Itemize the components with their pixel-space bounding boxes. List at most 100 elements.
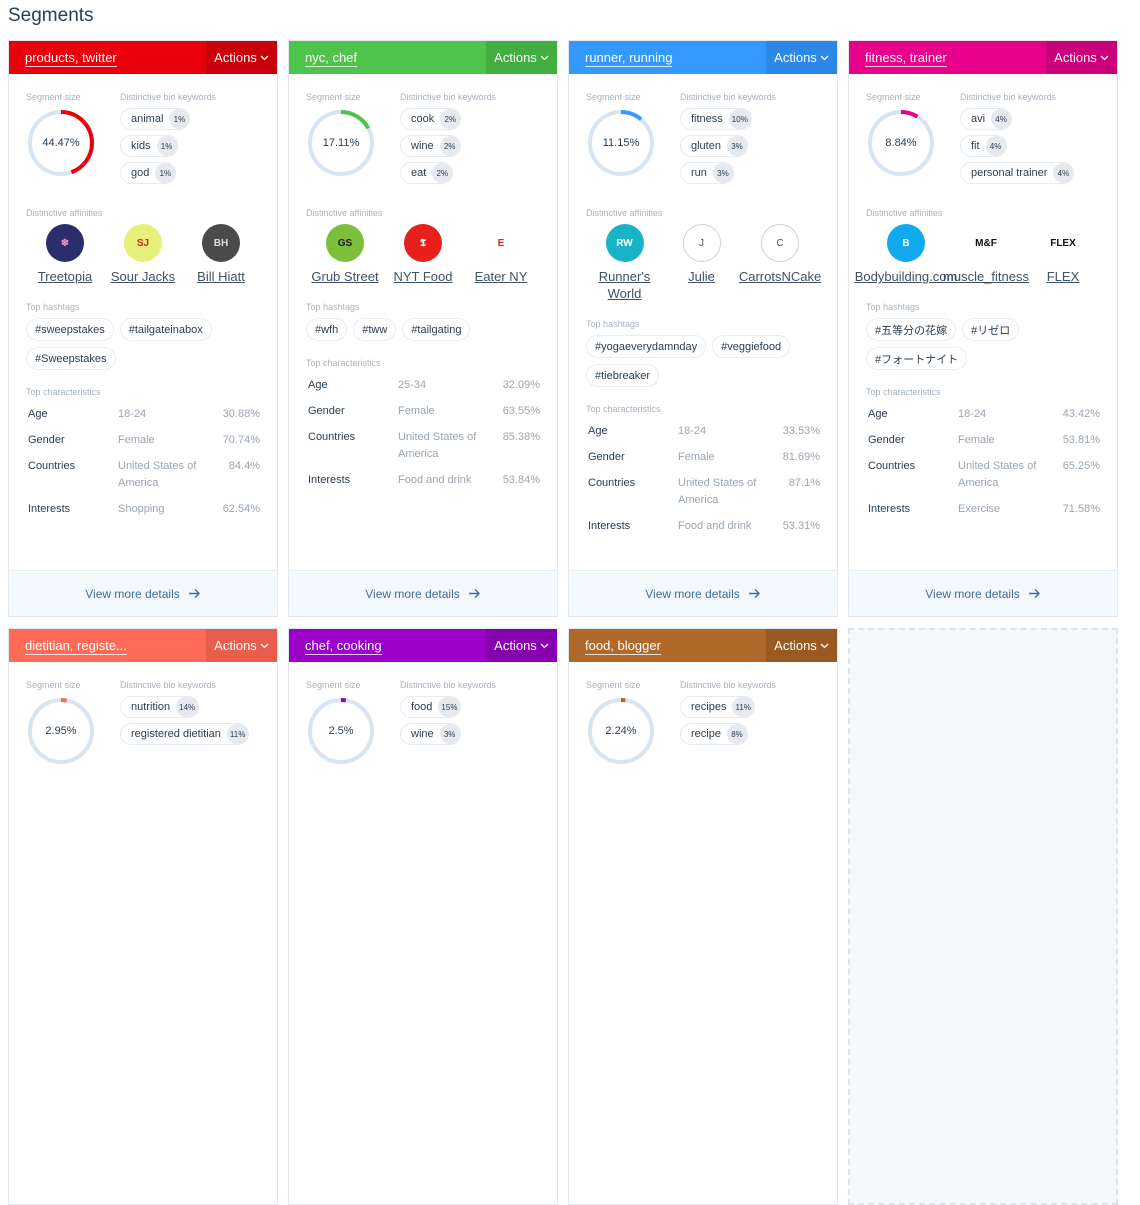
hashtag-pill[interactable]: #tailgating bbox=[402, 318, 471, 341]
arrow-right-icon bbox=[748, 589, 760, 598]
keyword-pill[interactable]: gluten 3% bbox=[680, 135, 748, 157]
hashtag-pill[interactable]: #tailgateinabox bbox=[119, 318, 212, 341]
affinity-item[interactable]: BH Bill Hiatt bbox=[182, 224, 260, 285]
affinity-item[interactable]: M&F muscle_fitness bbox=[943, 224, 1029, 285]
keyword-pill[interactable]: avi 4% bbox=[960, 108, 1013, 130]
segment-title-link[interactable]: runner, running bbox=[585, 50, 673, 67]
affinity-item[interactable]: C CarrotsNCake bbox=[738, 224, 822, 302]
donut-arc bbox=[28, 110, 94, 176]
keyword-pill[interactable]: recipes 11% bbox=[680, 696, 755, 718]
segment-card: food, blogger Actions Segment size 2.24%… bbox=[568, 628, 838, 1205]
keyword-pill[interactable]: kids 1% bbox=[120, 135, 178, 157]
actions-button[interactable]: Actions bbox=[766, 41, 837, 74]
segment-title-link[interactable]: products, twitter bbox=[25, 50, 117, 67]
affinity-avatar[interactable]: M&F bbox=[967, 224, 1005, 262]
hashtag-pill[interactable]: #tiebreaker bbox=[586, 364, 660, 387]
affinity-item[interactable]: J Julie bbox=[663, 224, 740, 302]
chevron-down-icon bbox=[820, 55, 829, 60]
actions-button[interactable]: Actions bbox=[486, 629, 557, 662]
affinity-item[interactable]: RW Runner's World bbox=[586, 224, 663, 302]
affinity-item[interactable]: ❄ Treetopia bbox=[26, 224, 104, 285]
affinity-avatar[interactable]: C bbox=[761, 224, 799, 262]
affinity-link[interactable]: Grub Street bbox=[311, 269, 379, 284]
bio-keywords: Distinctive bio keywords fitness 10% gluten… bbox=[680, 92, 776, 184]
hashtag-pill[interactable]: #sweepstakes bbox=[26, 318, 114, 341]
hashtag-pill[interactable]: #リゼロ bbox=[962, 318, 1020, 341]
actions-button[interactable]: Actions bbox=[206, 41, 277, 74]
view-more-details-button[interactable]: View more details bbox=[9, 570, 277, 616]
affinity-link[interactable]: FLEX bbox=[1046, 269, 1080, 284]
characteristic-row: Interests Food and drink 53.84% bbox=[308, 474, 540, 486]
affinity-link[interactable]: NYT Food bbox=[393, 269, 453, 284]
segment-card: fitness, trainer Actions Segment size 8.… bbox=[848, 40, 1118, 617]
keyword-pill[interactable]: personal trainer 4% bbox=[960, 162, 1075, 184]
empty-segment-slot bbox=[848, 628, 1118, 1205]
keyword-pill[interactable]: god 1% bbox=[120, 162, 177, 184]
keyword-pill[interactable]: cook 2% bbox=[400, 108, 462, 130]
affinity-avatar[interactable]: FLEX bbox=[1044, 224, 1082, 262]
characteristics-label: Top characteristics bbox=[306, 358, 381, 368]
hashtag-pill[interactable]: #veggiefood bbox=[712, 335, 791, 358]
affinity-link[interactable]: Runner's World bbox=[598, 269, 651, 301]
affinity-link[interactable]: Julie bbox=[688, 269, 715, 284]
affinity-avatar[interactable]: BH bbox=[202, 224, 240, 262]
keyword-percent: 11% bbox=[732, 697, 754, 717]
hashtag-pill[interactable]: #五等分の花嫁 bbox=[866, 318, 957, 341]
keyword-pill[interactable]: wine 3% bbox=[400, 723, 461, 745]
keyword-pill[interactable]: registered dietitian 11% bbox=[120, 723, 250, 745]
affinities-section: Distinctive affinities B Bodybuilding.com M… bbox=[855, 208, 1100, 285]
affinity-avatar[interactable]: SJ bbox=[124, 224, 162, 262]
view-more-details-button[interactable]: View more details bbox=[569, 570, 837, 616]
keyword-pill[interactable]: animal 1% bbox=[120, 108, 191, 130]
affinity-item[interactable]: B Bodybuilding.com bbox=[855, 224, 957, 285]
hashtag-pill[interactable]: #wfh bbox=[306, 318, 348, 341]
affinity-avatar[interactable]: E bbox=[482, 224, 520, 262]
affinity-link[interactable]: Bill Hiatt bbox=[197, 269, 245, 284]
affinity-avatar[interactable]: GS bbox=[326, 224, 364, 262]
actions-button[interactable]: Actions bbox=[766, 629, 837, 662]
affinity-avatar[interactable]: ❄ bbox=[46, 224, 84, 262]
affinity-link[interactable]: Eater NY bbox=[474, 269, 528, 284]
hashtags-label: Top hashtags bbox=[306, 302, 360, 312]
affinity-item[interactable]: E Eater NY bbox=[462, 224, 540, 285]
hashtag-pill[interactable]: #yogaeverydamnday bbox=[586, 335, 707, 358]
segment-size-value: 11.15% bbox=[602, 137, 640, 149]
keyword-pill[interactable]: recipe 8% bbox=[680, 723, 748, 745]
segment-title-link[interactable]: nyc, chef bbox=[305, 50, 358, 67]
affinity-avatar[interactable]: RW bbox=[605, 224, 644, 262]
affinity-avatar[interactable]: J bbox=[682, 224, 721, 262]
keyword-pill[interactable]: fitness 10% bbox=[680, 108, 752, 130]
affinity-link[interactable]: muscle_fitness bbox=[943, 269, 1029, 284]
affinity-item[interactable]: FLEX FLEX bbox=[1026, 224, 1100, 285]
actions-button[interactable]: Actions bbox=[206, 629, 277, 662]
affinity-link[interactable]: Sour Jacks bbox=[110, 269, 176, 284]
affinity-link[interactable]: Bodybuilding.com bbox=[854, 269, 958, 284]
affinity-avatar[interactable]: B bbox=[887, 224, 925, 262]
affinity-avatar[interactable]: 𝕿 bbox=[404, 224, 442, 262]
hashtag-pill[interactable]: #フォートナイト bbox=[866, 347, 968, 370]
keyword-pill[interactable]: food 15% bbox=[400, 696, 462, 718]
keyword-pill[interactable]: wine 2% bbox=[400, 135, 461, 157]
segment-title-link[interactable]: fitness, trainer bbox=[865, 50, 947, 67]
affinity-item[interactable]: SJ Sour Jacks bbox=[104, 224, 182, 285]
hashtag-pill[interactable]: #Sweepstakes bbox=[26, 347, 116, 370]
view-more-details-button[interactable]: View more details bbox=[289, 570, 557, 616]
keyword-pill[interactable]: fit 4% bbox=[960, 135, 1007, 157]
actions-button[interactable]: Actions bbox=[486, 41, 557, 74]
segment-title-link[interactable]: dietitian, registe... bbox=[25, 638, 127, 655]
segment-header: chef, cooking Actions bbox=[289, 629, 557, 662]
segment-size: Segment size 2.95% bbox=[26, 680, 120, 766]
keyword-pill[interactable]: run 3% bbox=[680, 162, 734, 184]
characteristics-label: Top characteristics bbox=[586, 404, 661, 414]
segment-title-link[interactable]: chef, cooking bbox=[305, 638, 382, 655]
segment-title-link[interactable]: food, blogger bbox=[585, 638, 661, 655]
view-more-details-button[interactable]: View more details bbox=[849, 570, 1117, 616]
affinity-item[interactable]: GS Grub Street bbox=[306, 224, 384, 285]
hashtag-pill[interactable]: #tww bbox=[353, 318, 397, 341]
keyword-pill[interactable]: nutrition 14% bbox=[120, 696, 200, 718]
affinity-item[interactable]: 𝕿 NYT Food bbox=[384, 224, 462, 285]
affinity-link[interactable]: CarrotsNCake bbox=[738, 269, 822, 284]
affinity-link[interactable]: Treetopia bbox=[37, 269, 93, 284]
keyword-pill[interactable]: eat 2% bbox=[400, 162, 454, 184]
actions-button[interactable]: Actions bbox=[1046, 41, 1117, 74]
